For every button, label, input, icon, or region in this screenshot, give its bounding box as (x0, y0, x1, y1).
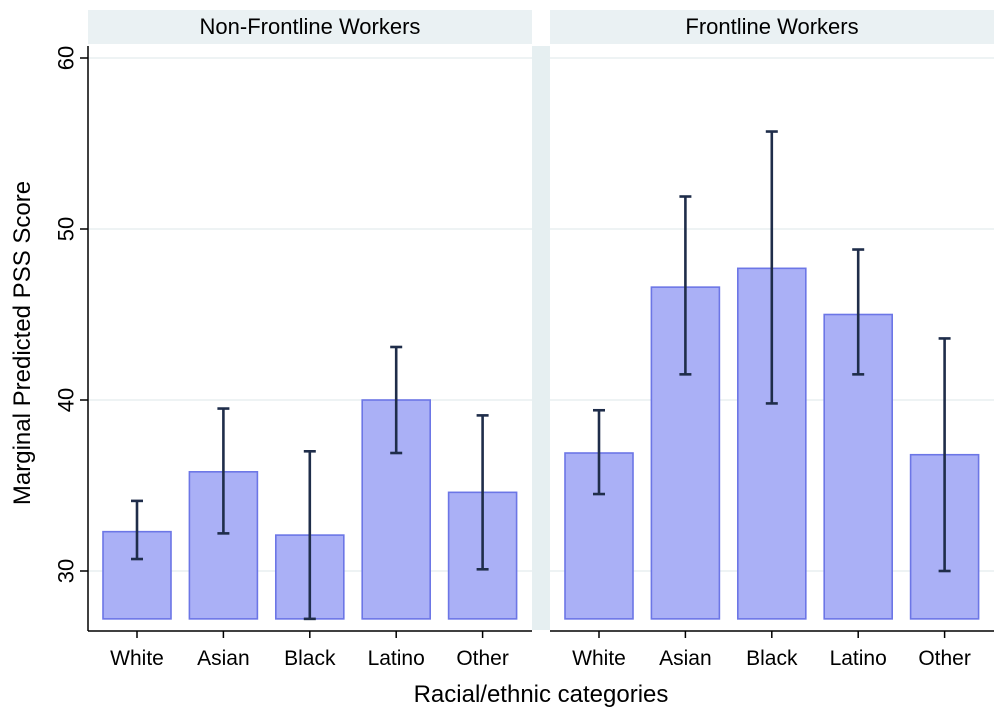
error-bar (390, 345, 403, 455)
x-tick-label: Latino (830, 647, 887, 670)
plot-area (88, 57, 532, 632)
x-tick-label: Other (918, 647, 971, 670)
x-tick-label: Black (284, 647, 336, 670)
x-tick-labels: White Asian Black Latino Other White Asian Blac… (110, 631, 971, 670)
error-bar (679, 195, 692, 376)
panel-title: Non-Frontline Workers (200, 14, 421, 39)
x-tick-label: Asian (659, 647, 712, 670)
y-axis: 30 40 50 60 (54, 46, 89, 631)
x-tick-label: Black (746, 647, 798, 670)
y-tick-label: 50 (54, 217, 79, 241)
x-tick-label: White (110, 647, 164, 670)
panel-strip (550, 10, 994, 44)
error-bar (303, 449, 316, 621)
x-tick-label: Latino (368, 647, 425, 670)
y-tick-label: 40 (54, 388, 79, 412)
x-tick-label: White (572, 647, 626, 670)
error-bar (593, 408, 605, 496)
panel-non-frontline: Non-Frontline Workers (88, 10, 532, 632)
panel-frontline: Frontline Workers (550, 10, 994, 632)
panel-separator (532, 46, 550, 630)
y-tick-label: 30 (54, 559, 79, 583)
y-ticks: 30 40 50 60 (54, 46, 88, 583)
x-axis-title: Racial/ethnic categories (414, 681, 669, 708)
error-bar (765, 130, 778, 405)
error-bar (938, 337, 951, 573)
panel-title: Frontline Workers (685, 14, 858, 39)
panel-strip (88, 10, 532, 44)
x-tick-label: Other (456, 647, 509, 670)
plot-area (550, 57, 994, 632)
bar (102, 530, 172, 620)
error-bar (131, 499, 143, 561)
x-tick-label: Asian (197, 647, 250, 670)
y-axis-title: Marginal Predicted PSS Score (9, 181, 36, 505)
y-tick-label: 60 (54, 46, 79, 70)
error-bar (217, 407, 230, 535)
error-bar (852, 248, 865, 376)
error-bar (476, 414, 489, 571)
